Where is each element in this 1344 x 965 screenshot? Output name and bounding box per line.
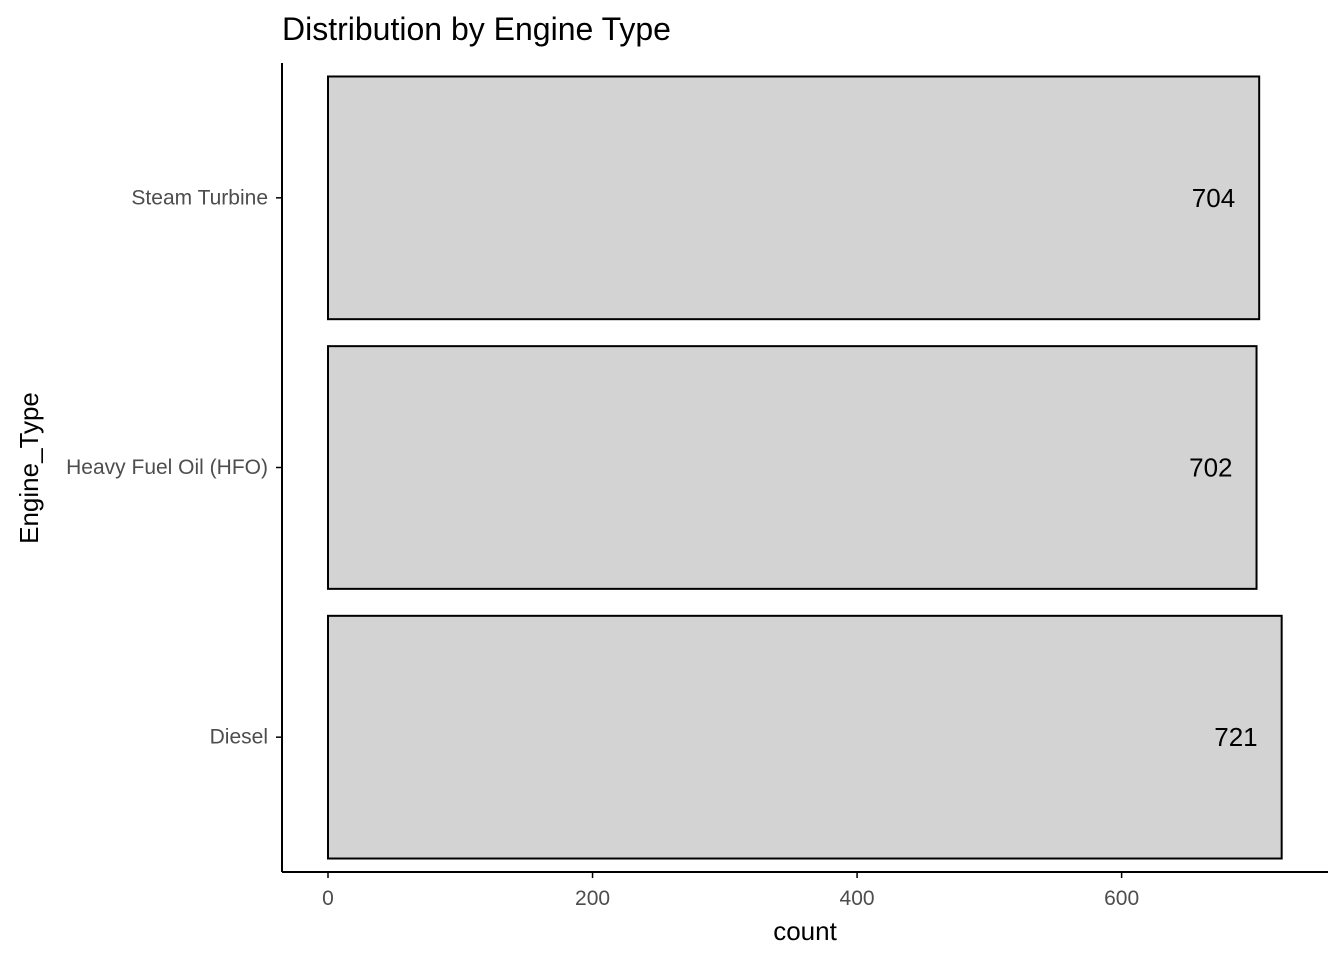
x-tick-label: 200 xyxy=(575,887,610,910)
axes-layer: Steam Turbine Heavy Fuel Oil (HFO) Diesel 0… xyxy=(66,63,1328,910)
y-tick-label-steam-turbine: Steam Turbine xyxy=(131,186,268,209)
y-tick-label-diesel: Diesel xyxy=(210,726,268,749)
bar-steam-turbine xyxy=(327,75,1261,321)
bar-heavy-fuel-oil-hfo xyxy=(327,345,1258,590)
x-tick-label: 600 xyxy=(1104,887,1139,910)
bar-diesel xyxy=(327,614,1283,860)
chart-title: Distribution by Engine Type xyxy=(282,11,671,47)
y-tick-label-heavy-fuel-oil-hfo: Heavy Fuel Oil (HFO) xyxy=(66,456,268,479)
data-label-steam-turbine: 704 xyxy=(1192,183,1235,213)
y-axis-title: Engine_Type xyxy=(14,392,44,544)
bars-layer: 704 702 721 xyxy=(327,75,1283,860)
x-tick-label: 400 xyxy=(840,887,875,910)
x-axis-title: count xyxy=(773,916,837,946)
x-tick-label: 0 xyxy=(322,887,334,910)
data-label-diesel: 721 xyxy=(1214,722,1257,752)
data-label-heavy-fuel-oil-hfo: 702 xyxy=(1189,453,1232,483)
